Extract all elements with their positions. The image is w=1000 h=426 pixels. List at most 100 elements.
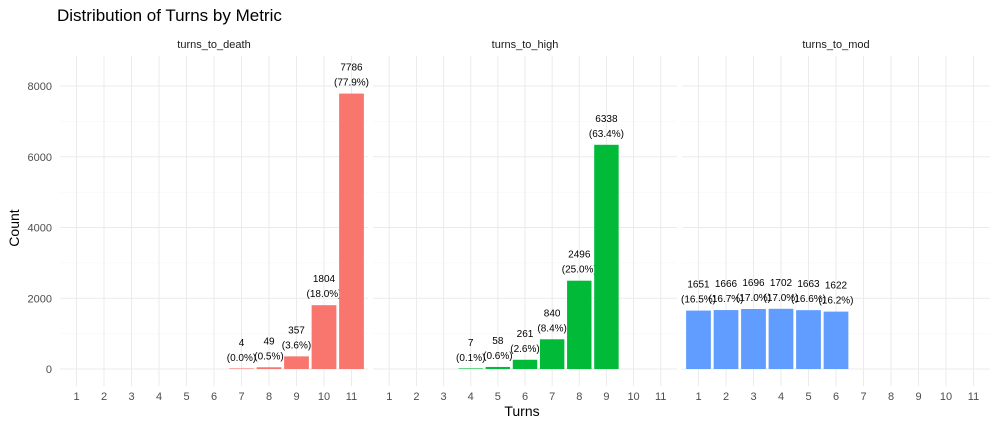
bar	[311, 305, 337, 369]
bar	[339, 93, 364, 369]
bar	[713, 310, 739, 369]
bar-percent-label: (3.6%)	[282, 340, 311, 351]
x-tick-label: 6	[833, 391, 839, 403]
bar-count-label: 49	[263, 336, 275, 347]
bar-count-label: 1651	[687, 280, 710, 291]
facet-strip-label: turns_to_high	[492, 39, 559, 51]
bar-count-label: 1666	[715, 279, 738, 290]
y-tick-label: 4000	[28, 223, 52, 235]
bar-count-label: 1804	[313, 274, 336, 285]
x-tick-label: 11	[968, 391, 979, 403]
facet-panel-turns-to-mod: turns_to_mod 1 2 3 4 5 6 7 8 9 10 11 1651 (16.5%) 1666…	[681, 39, 990, 403]
bar-count-label: 1663	[797, 279, 820, 290]
bar	[768, 308, 794, 369]
bar-percent-label: (16.7%)	[708, 294, 743, 305]
bar	[594, 144, 619, 369]
x-tick-label: 8	[576, 391, 582, 403]
bar	[229, 368, 254, 369]
facet-strip-label: turns_to_death	[177, 39, 250, 51]
bar-percent-label: (77.9%)	[334, 78, 369, 89]
x-tick-label: 3	[750, 391, 756, 403]
x-tick-label: 1	[695, 391, 701, 403]
bar-count-label: 4	[239, 338, 245, 349]
x-tick-label: 1	[386, 391, 392, 403]
x-tick-label: 6	[522, 391, 528, 403]
x-tick-label: 7	[860, 391, 866, 403]
bar	[512, 359, 538, 369]
x-tick-label: 8	[888, 391, 894, 403]
bar-count-label: 1702	[770, 278, 793, 289]
bar-count-label: 840	[544, 308, 561, 319]
x-tick-label: 5	[495, 391, 501, 403]
bar-percent-label: (0.1%)	[456, 353, 485, 364]
x-tick-label: 10	[627, 391, 639, 403]
bar	[256, 367, 282, 369]
y-tick-label: 2000	[28, 293, 52, 305]
bar-count-label: 261	[517, 329, 534, 340]
y-axis-label: Count	[6, 209, 22, 246]
bar-percent-label: (2.6%)	[510, 344, 539, 355]
x-tick-label: 9	[603, 391, 609, 403]
x-axis-label: Turns	[504, 403, 539, 419]
x-tick-label: 10	[940, 391, 952, 403]
x-tick-label: 3	[441, 391, 447, 403]
x-tick-label: 9	[293, 391, 299, 403]
plot-area: 0 2000 4000 6000 8000 turns_to_death 1 2 3 4 5 6 7 8 9…	[28, 39, 990, 403]
bar-count-label: 1622	[825, 281, 848, 292]
bar-percent-label: (25.0%)	[562, 265, 597, 276]
facet-panel-turns-to-death: turns_to_death 1 2 3 4 5 6 7 8 9 10 11 4 (0.0%) 49 (0.5…	[60, 39, 369, 403]
x-tick-label: 7	[238, 391, 244, 403]
x-tick-label: 3	[128, 391, 134, 403]
x-tick-label: 4	[156, 391, 162, 403]
x-tick-label: 4	[468, 391, 474, 403]
x-tick-label: 5	[805, 391, 811, 403]
bar	[796, 310, 821, 369]
x-tick-label: 11	[655, 391, 666, 403]
bar	[823, 311, 849, 369]
bar-percent-label: (16.2%)	[818, 296, 853, 307]
x-tick-label: 1	[73, 391, 79, 403]
bar	[485, 366, 511, 369]
y-tick-label: 6000	[28, 152, 52, 164]
bar	[458, 368, 483, 369]
x-tick-label: 2	[101, 391, 107, 403]
bar-percent-label: (0.5%)	[254, 351, 283, 362]
x-tick-label: 2	[413, 391, 419, 403]
bar-percent-label: (8.4%)	[537, 323, 566, 334]
x-tick-label: 6	[211, 391, 217, 403]
bar-count-label: 58	[492, 336, 504, 347]
x-tick-label: 7	[549, 391, 555, 403]
bar	[741, 309, 766, 369]
bar-count-label: 357	[288, 325, 305, 336]
bar-percent-label: (17.0%)	[763, 293, 798, 304]
bar-percent-label: (18.0%)	[306, 289, 341, 300]
x-tick-label: 2	[723, 391, 729, 403]
bar-count-label: 7	[468, 338, 474, 349]
facet-panel-turns-to-high: turns_to_high 1 2 3 4 5 6 7 8 9 10 11 7 (0.1%) 58 (0.6%…	[373, 39, 677, 403]
y-tick-label: 8000	[28, 81, 52, 93]
chart-title: Distribution of Turns by Metric	[57, 6, 282, 25]
y-tick-label: 0	[46, 364, 52, 376]
bar	[284, 356, 309, 369]
bar-percent-label: (16.6%)	[791, 294, 826, 305]
x-tick-label: 11	[346, 391, 357, 403]
x-tick-label: 10	[318, 391, 330, 403]
bar-count-label: 6338	[595, 114, 618, 125]
x-tick-label: 9	[915, 391, 921, 403]
bar-percent-label: (63.4%)	[589, 129, 624, 140]
x-tick-label: 5	[183, 391, 189, 403]
x-tick-label: 4	[778, 391, 784, 403]
x-tick-label: 8	[266, 391, 272, 403]
bar	[686, 310, 711, 369]
bar-percent-label: (0.6%)	[483, 351, 512, 362]
bar-percent-label: (17.0%)	[736, 293, 771, 304]
bar	[567, 280, 592, 369]
bar	[539, 339, 565, 369]
bar-count-label: 7786	[340, 63, 363, 74]
bar-percent-label: (0.0%)	[227, 353, 256, 364]
bar-percent-label: (16.5%)	[681, 295, 716, 306]
bar-count-label: 1696	[742, 278, 765, 289]
bar-count-label: 2496	[568, 250, 591, 261]
facet-strip-label: turns_to_mod	[802, 39, 869, 51]
